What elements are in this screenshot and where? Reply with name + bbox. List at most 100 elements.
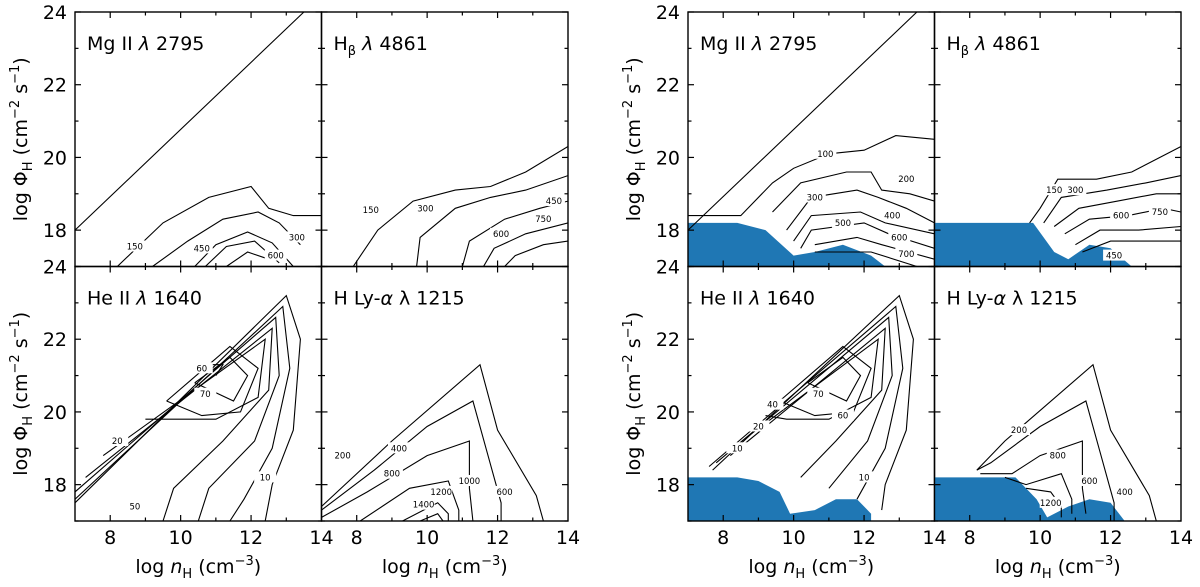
contour-label: 450 bbox=[1106, 252, 1122, 262]
contour-label-bg bbox=[831, 409, 854, 421]
y-tick-label: 18 bbox=[43, 475, 67, 497]
contour-line bbox=[976, 363, 1157, 521]
contour-label-bg bbox=[123, 500, 146, 512]
plot-area: 10 50 20 70 60 bbox=[75, 294, 301, 521]
contour-line bbox=[1004, 473, 1073, 514]
contour-label-bg bbox=[831, 216, 854, 228]
x-tick-label: 12 bbox=[485, 527, 509, 549]
x-axis-label: log nH (cm−3) bbox=[382, 554, 508, 582]
contour-label: 400 bbox=[884, 212, 900, 222]
panel-title: H Ly-α λ 1215 bbox=[947, 288, 1078, 310]
contour-label: 600 bbox=[496, 488, 512, 498]
contour-label-bg bbox=[888, 231, 911, 243]
y-tick-label: 22 bbox=[43, 329, 67, 351]
contour-label-bg bbox=[761, 398, 784, 410]
y-tick-label: 24 bbox=[43, 2, 67, 24]
contour-line bbox=[116, 185, 322, 267]
contour-label: 200 bbox=[898, 175, 914, 185]
y-tick-label: 22 bbox=[656, 329, 680, 351]
contour-line bbox=[786, 189, 935, 231]
contour-line bbox=[807, 356, 862, 402]
contour-label-bg bbox=[123, 240, 146, 252]
x-tick-label: 10 bbox=[169, 527, 193, 549]
contour-line bbox=[194, 356, 249, 402]
contour-label: 600 bbox=[268, 252, 284, 262]
contour-label-bg bbox=[1039, 496, 1062, 508]
contour-label-bg bbox=[853, 471, 876, 483]
contour-label: 200 bbox=[1011, 426, 1027, 436]
contour-line bbox=[226, 251, 269, 267]
contour-line bbox=[980, 440, 1087, 514]
contour-label: 20 bbox=[112, 437, 123, 447]
contour-label-bg bbox=[803, 191, 826, 203]
contour-line bbox=[1043, 175, 1181, 224]
contour-label: 600 bbox=[1081, 477, 1097, 487]
contour-line bbox=[402, 502, 449, 521]
contour-label-bg bbox=[331, 449, 354, 461]
contour-line bbox=[321, 400, 502, 521]
contour-label-bg bbox=[747, 420, 770, 432]
excluded-region bbox=[688, 477, 872, 521]
x-tick-label: 12 bbox=[852, 527, 876, 549]
x-tick-label: 10 bbox=[1028, 527, 1052, 549]
panel-right-mgii: 100 200 300 400 500 600 700 Mg II λ 2795 18 20 22 2… bbox=[621, 2, 936, 268]
contour-label: 700 bbox=[898, 250, 914, 260]
panel-title: He II λ 1640 bbox=[87, 288, 202, 310]
y-axis-label: log ΦH (cm−2 s−1) bbox=[621, 312, 649, 476]
panel-left-heii: 10 50 20 70 60 He II λ 1640 18 20 22 24 log ΦH (cm… bbox=[8, 257, 334, 583]
x-tick-label: 12 bbox=[1098, 527, 1122, 549]
contour-label-bg bbox=[414, 202, 437, 214]
y-tick-label: 24 bbox=[656, 257, 680, 279]
contour-label: 150 bbox=[363, 206, 379, 216]
contour-label: 1400 bbox=[413, 501, 435, 511]
x-axis-label: log nH (cm−3) bbox=[748, 554, 874, 582]
contour-line bbox=[75, 294, 301, 521]
plot-area: 10 20 60 70 10 40 bbox=[688, 294, 914, 521]
contour-label: 800 bbox=[1050, 452, 1066, 462]
x-axis-label: log nH (cm−3) bbox=[995, 554, 1121, 582]
contour-label-bg bbox=[807, 387, 830, 399]
contour-line bbox=[504, 240, 568, 267]
contour-line bbox=[688, 135, 935, 217]
contour-line bbox=[814, 251, 918, 267]
contour-label: 60 bbox=[196, 364, 207, 374]
contour-label: 800 bbox=[384, 470, 400, 480]
contour-line bbox=[359, 480, 460, 521]
contour-line bbox=[416, 175, 568, 267]
y-tick-label: 24 bbox=[656, 2, 680, 24]
contour-label-bg bbox=[1110, 209, 1133, 221]
y-tick-label: 24 bbox=[43, 257, 67, 279]
contour-label-bg bbox=[387, 442, 410, 454]
contour-label: 450 bbox=[546, 197, 562, 207]
contour-line bbox=[352, 146, 568, 267]
y-axis-label: log ΦH (cm−2 s−1) bbox=[8, 312, 36, 476]
contour-line bbox=[483, 222, 568, 267]
contour-label-bg bbox=[1078, 475, 1101, 487]
contour-label-bg bbox=[493, 485, 516, 497]
contour-line bbox=[419, 513, 444, 521]
contour-label-bg bbox=[412, 498, 435, 510]
contour-label-bg bbox=[1046, 449, 1069, 461]
panel-frame bbox=[933, 265, 1182, 522]
contour-line bbox=[1053, 193, 1181, 227]
contour-label-bg bbox=[1008, 424, 1031, 436]
contour-label-bg bbox=[881, 209, 904, 221]
panel-right-lya: 400 600 800 1200 200 H Ly-α λ 1215 8 10 12 14 log … bbox=[933, 265, 1193, 582]
x-tick-label: 12 bbox=[239, 527, 263, 549]
contour-line bbox=[800, 222, 935, 249]
contour-label-bg bbox=[532, 213, 555, 225]
contour-line bbox=[1082, 240, 1181, 253]
contour-label: 150 bbox=[1046, 186, 1062, 196]
contour-label: 300 bbox=[1067, 186, 1083, 196]
x-tick-label: 10 bbox=[782, 527, 806, 549]
contour-label: 300 bbox=[417, 204, 433, 214]
contour-label: 150 bbox=[127, 243, 143, 253]
contour-line bbox=[166, 345, 259, 417]
plot-area: 100 200 300 400 500 600 700 bbox=[688, 12, 935, 267]
panel-title: Mg II λ 2795 bbox=[700, 33, 817, 55]
boundary-line bbox=[75, 12, 305, 231]
contour-label-bg bbox=[1043, 184, 1066, 196]
contour-label: 60 bbox=[838, 412, 849, 422]
contour-label: 10 bbox=[859, 473, 870, 483]
plot-area: 150 300 450 600 bbox=[75, 12, 322, 267]
